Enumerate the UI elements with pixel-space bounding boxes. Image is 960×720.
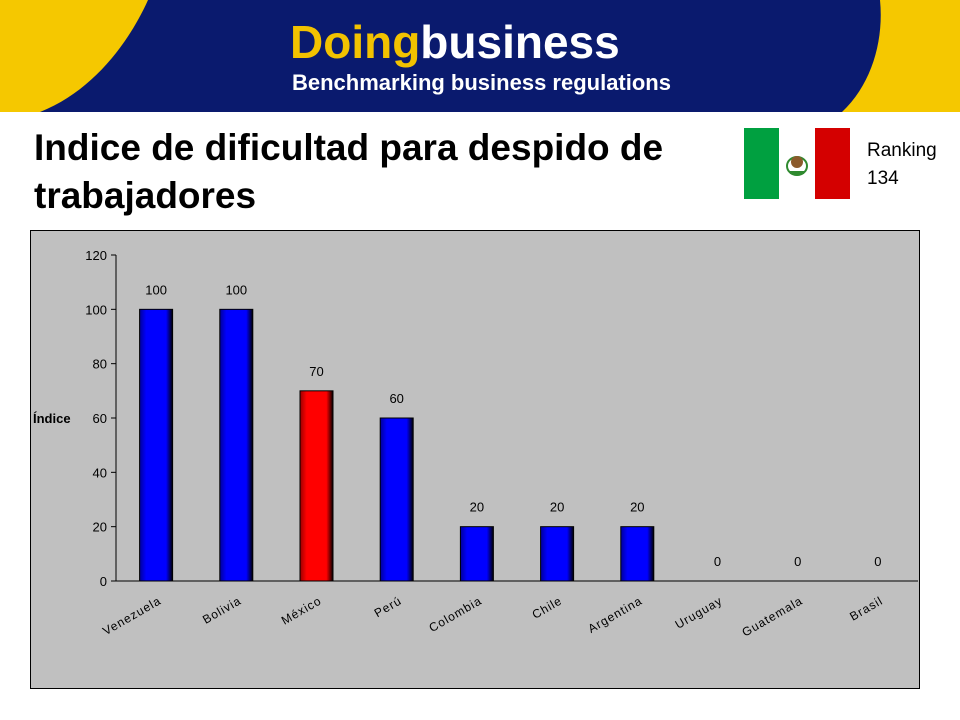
ranking-label: Ranking xyxy=(867,140,937,161)
x-tick-label: Uruguay xyxy=(673,593,725,631)
logo-business: business xyxy=(420,16,620,68)
data-label: 0 xyxy=(794,554,801,569)
bar-bolivia xyxy=(219,308,254,582)
chart-canvas: 0 20 40 60 80 100 120 Índice 100 Venezuela 100 Bol… xyxy=(33,248,918,639)
bar-venezuela xyxy=(139,308,174,582)
data-label: 100 xyxy=(225,282,247,297)
data-label: 60 xyxy=(389,391,403,406)
x-tick-label: Brasil xyxy=(847,593,885,623)
bar-perú xyxy=(379,417,414,582)
bar-colombia xyxy=(459,526,494,582)
y-axis-label: Índice xyxy=(33,411,71,426)
mexico-flag-icon xyxy=(744,128,850,199)
ranking-value: 134 xyxy=(867,168,899,189)
header-banner xyxy=(0,0,960,112)
data-label: 0 xyxy=(714,554,721,569)
y-tick-label: 40 xyxy=(93,465,107,480)
logo-doing: Doing xyxy=(290,16,421,68)
x-tick-label: Perú xyxy=(372,593,404,620)
bar-argentina xyxy=(620,526,655,582)
doingbusiness-logo: Doingbusiness xyxy=(290,14,620,70)
x-tick-label: Bolivia xyxy=(200,593,244,626)
bars xyxy=(139,308,655,582)
bar-méxico xyxy=(299,390,334,582)
bar-chile xyxy=(540,526,575,582)
y-tick-label: 20 xyxy=(93,520,107,535)
y-tick-label: 120 xyxy=(85,248,107,263)
x-tick-label: Guatemala xyxy=(740,593,806,639)
data-label: 100 xyxy=(145,282,167,297)
data-label: 20 xyxy=(550,500,564,515)
x-tick-label: Argentina xyxy=(586,593,645,635)
x-tick-label: Chile xyxy=(530,593,565,621)
data-label: 70 xyxy=(309,364,323,379)
data-label: 0 xyxy=(874,554,881,569)
labels: 100 Venezuela 100 Bolivia 70 México 60 Perú 20 Co… xyxy=(100,282,885,639)
y-tick-label: 0 xyxy=(100,574,107,589)
y-tick-label: 60 xyxy=(93,411,107,426)
data-label: 20 xyxy=(470,500,484,515)
logo-tagline: Benchmarking business regulations xyxy=(292,70,671,95)
y-tick-label: 100 xyxy=(85,302,107,317)
x-tick-label: Colombia xyxy=(427,593,485,634)
page-title: Indice de dificultad para despido de tra… xyxy=(34,127,664,216)
ranking-box: Ranking 134 xyxy=(867,137,937,193)
y-tick-label: 80 xyxy=(93,357,107,372)
data-label: 20 xyxy=(630,500,644,515)
bar-chart: 0 20 40 60 80 100 120 Índice 100 Venezuela 100 Bol… xyxy=(30,230,920,689)
x-tick-label: México xyxy=(279,593,324,627)
x-tick-label: Venezuela xyxy=(100,593,163,638)
